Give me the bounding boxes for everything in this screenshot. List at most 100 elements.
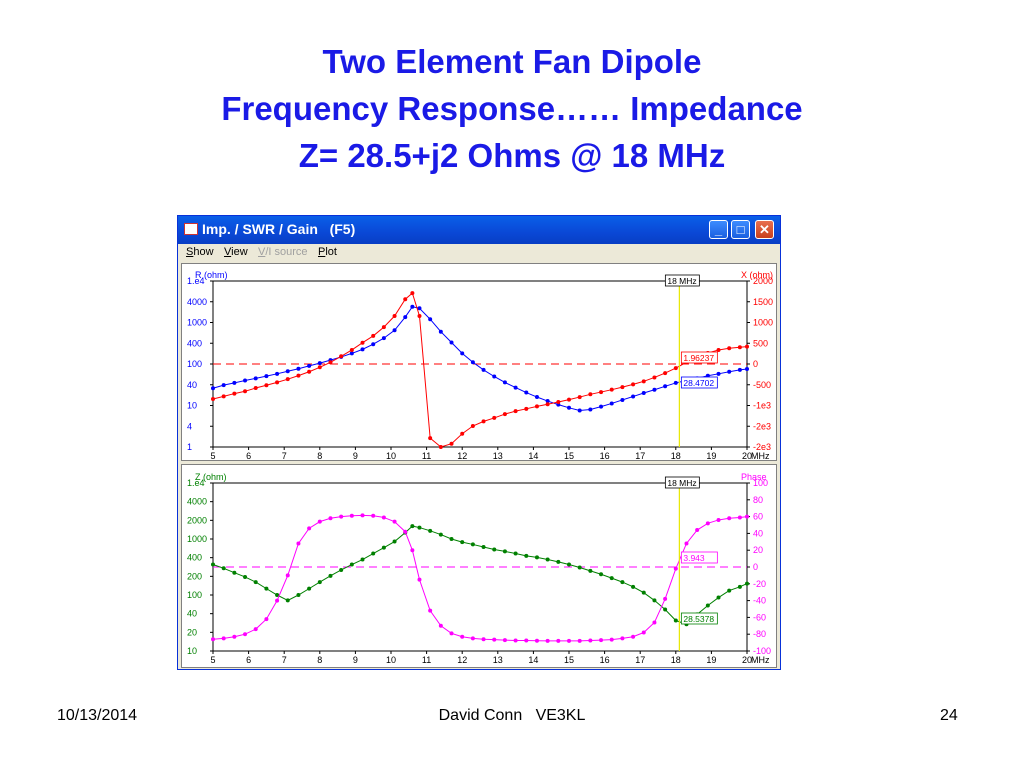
data-point-phase <box>716 517 721 522</box>
left-tick-label: 1.e4 <box>187 276 205 286</box>
data-point-phase <box>417 577 422 582</box>
x-tick-label: 5 <box>210 655 215 665</box>
right-tick-label: 0 <box>753 359 758 369</box>
left-tick-label: 100 <box>187 359 202 369</box>
data-point-x <box>264 383 269 388</box>
data-point-x <box>232 391 237 396</box>
minimize-button[interactable]: _ <box>709 220 728 239</box>
data-point-x <box>253 385 258 390</box>
data-point-z <box>524 553 529 558</box>
data-point-r <box>349 351 354 356</box>
data-point-r <box>588 407 593 412</box>
data-point-r <box>716 371 721 376</box>
data-point-phase <box>449 631 454 636</box>
data-point-z <box>339 567 344 572</box>
x-tick-label: 17 <box>635 451 645 460</box>
left-axis-label: R (ohm) <box>195 270 228 280</box>
data-point-phase <box>317 519 322 524</box>
data-point-phase <box>545 638 550 643</box>
left-tick-label: 10 <box>187 646 197 656</box>
data-point-phase <box>296 541 301 546</box>
cursor-label: 18 MHz <box>667 276 696 286</box>
data-point-phase <box>328 516 333 521</box>
data-point-x <box>449 441 454 446</box>
data-point-r <box>470 360 475 365</box>
data-point-x <box>307 369 312 374</box>
data-point-r <box>577 408 582 413</box>
data-point-phase <box>663 596 668 601</box>
menu-show[interactable]: Show <box>186 246 214 258</box>
data-point-x <box>513 409 518 414</box>
left-tick-label: 1000 <box>187 318 207 328</box>
data-point-r <box>609 401 614 406</box>
data-point-phase <box>339 514 344 519</box>
right-tick-label: -80 <box>753 629 766 639</box>
data-point-x <box>221 394 226 399</box>
data-point-z <box>577 565 582 570</box>
data-point-r <box>545 399 550 404</box>
data-point-x <box>381 325 386 330</box>
data-point-x <box>492 415 497 420</box>
data-point-x <box>663 371 668 376</box>
x-tick-label: 18 <box>671 451 681 460</box>
right-axis-label: Phase <box>741 472 767 482</box>
left-axis-label: Z (ohm) <box>195 472 227 482</box>
data-point-z <box>513 551 518 556</box>
data-point-r <box>307 363 312 368</box>
x-tick-label: 14 <box>528 451 538 460</box>
x-tick-label: 15 <box>564 655 574 665</box>
data-point-r <box>403 315 408 320</box>
data-point-x <box>349 347 354 352</box>
data-point-r <box>737 367 742 372</box>
x-tick-label: 14 <box>528 655 538 665</box>
data-point-z <box>428 528 433 533</box>
x-tick-label: 15 <box>564 451 574 460</box>
data-point-z <box>232 570 237 575</box>
rx-plot-panel[interactable]: 5 6 7 8 9 10 11 12 13 14 15 16 17 18 19 20 MHz R (ohm) 1.e… <box>181 263 777 461</box>
x-tick-label: 6 <box>246 655 251 665</box>
series-line-z <box>212 525 748 625</box>
x-tick-label: 19 <box>706 451 716 460</box>
series-line-phase <box>212 514 748 642</box>
data-point-x <box>588 392 593 397</box>
left-tick-label: 200 <box>187 571 202 581</box>
data-point-phase <box>470 636 475 641</box>
data-point-phase <box>481 637 486 642</box>
close-button[interactable]: ✕ <box>755 220 774 239</box>
data-point-x <box>328 360 333 365</box>
data-point-r <box>410 304 415 309</box>
x-tick-label: 18 <box>671 655 681 665</box>
data-point-phase <box>243 632 248 637</box>
left-tick-label: 40 <box>187 609 197 619</box>
x-tick-label: 16 <box>600 655 610 665</box>
data-point-x <box>392 314 397 319</box>
data-point-z <box>243 574 248 579</box>
data-point-phase <box>727 516 732 521</box>
data-point-z <box>631 584 636 589</box>
data-point-x <box>631 382 636 387</box>
footer-date: 10/13/2014 <box>57 707 138 724</box>
data-point-phase <box>631 634 636 639</box>
app-icon <box>184 223 198 235</box>
cursor-label-box <box>664 274 700 287</box>
menu-view[interactable]: View <box>224 246 248 258</box>
data-point-r <box>599 404 604 409</box>
menu-plot[interactable]: Plot <box>318 246 337 258</box>
menu-bar: Show View V/I source Plot <box>178 244 780 262</box>
data-point-x <box>285 377 290 382</box>
right-tick-label: -60 <box>753 612 766 622</box>
x-tick-label: 7 <box>282 655 287 665</box>
z-phase-plot-panel[interactable]: 5 6 7 8 9 10 11 12 13 14 15 16 17 18 19 20 MHz Z (ohm) 1.e… <box>181 464 777 668</box>
window-titlebar[interactable]: Imp. / SWR / Gain (F5) _ □ ✕ <box>178 216 780 244</box>
right-tick-label: 2000 <box>753 276 773 286</box>
data-point-r <box>275 371 280 376</box>
data-point-r <box>620 397 625 402</box>
data-point-x <box>211 397 215 402</box>
data-point-z <box>716 595 721 600</box>
data-point-phase <box>410 548 415 553</box>
maximize-button[interactable]: □ <box>731 220 750 239</box>
menu-vi-source[interactable]: V/I source <box>258 246 308 258</box>
data-point-x <box>577 395 582 400</box>
